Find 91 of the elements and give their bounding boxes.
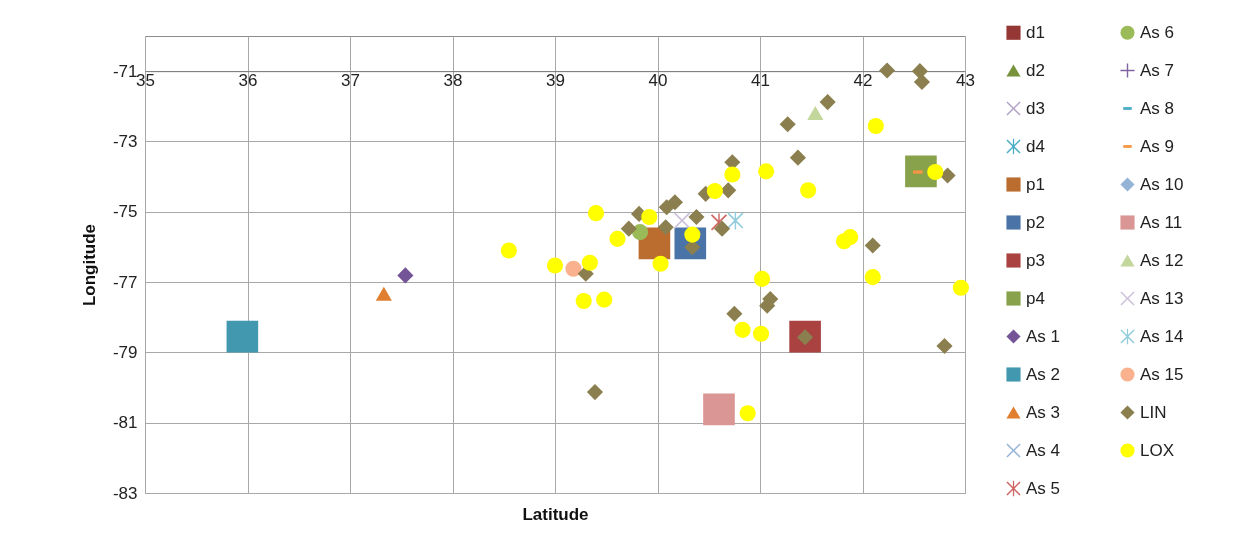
point	[807, 106, 824, 120]
point	[226, 320, 259, 353]
point	[596, 291, 613, 308]
point	[688, 208, 705, 226]
point	[586, 384, 604, 401]
x-tick-label: 36	[238, 70, 258, 90]
x-axis-title: Latitude	[522, 504, 589, 524]
legend-label: As 8	[1140, 98, 1175, 118]
point	[500, 242, 517, 259]
point	[706, 182, 723, 200]
legend-label: As 10	[1140, 174, 1184, 194]
x-tick-label: 41	[751, 70, 770, 90]
x-tick-label: 37	[341, 70, 360, 90]
point	[575, 293, 592, 310]
legend-label: p3	[1026, 250, 1045, 270]
point	[911, 63, 928, 80]
point	[879, 62, 896, 79]
legend-label: As 5	[1026, 478, 1061, 498]
legend-label: As 1	[1026, 326, 1061, 346]
legend-label: d3	[1026, 98, 1045, 118]
legend-label: As 4	[1026, 440, 1061, 460]
point	[939, 167, 956, 184]
point	[753, 270, 771, 287]
point	[789, 149, 806, 166]
legend-label: As 6	[1140, 22, 1175, 42]
legend-label: d2	[1026, 60, 1045, 80]
legend-label: p4	[1026, 288, 1045, 308]
y-tick-label: -79	[112, 342, 138, 362]
point	[657, 219, 674, 236]
point	[714, 220, 731, 237]
point	[632, 224, 649, 241]
y-tick-label: -77	[112, 272, 138, 292]
y-tick-label: -75	[112, 202, 138, 222]
point	[703, 393, 735, 426]
point	[752, 325, 770, 342]
x-tick-label: 40	[648, 70, 668, 90]
legend-label: LOX	[1140, 440, 1175, 460]
point	[842, 229, 859, 246]
point	[726, 305, 743, 322]
y-axis-title: Longitude	[79, 223, 99, 307]
legend-label: p1	[1026, 174, 1045, 194]
y-tick-label: -81	[112, 413, 138, 433]
legend-label: LIN	[1140, 402, 1167, 422]
point	[779, 116, 796, 133]
legend-label: As 14	[1140, 326, 1184, 346]
y-tick-label: -83	[112, 483, 138, 503]
point	[581, 254, 598, 271]
point	[684, 226, 701, 243]
x-tick-label: 38	[443, 70, 463, 90]
point	[927, 164, 944, 181]
legend-label: As 13	[1140, 288, 1184, 308]
x-tick-label: 39	[546, 70, 565, 90]
y-tick-label: -71	[112, 61, 138, 81]
point	[546, 257, 564, 274]
legend-label: As 3	[1026, 402, 1061, 422]
point	[734, 321, 751, 338]
x-tick-label: 42	[853, 70, 873, 90]
x-tick-label: 35	[136, 70, 155, 90]
point	[720, 182, 737, 199]
point	[867, 117, 884, 135]
point	[819, 94, 836, 111]
point	[864, 269, 881, 286]
point	[952, 279, 969, 296]
legend-label: As 2	[1026, 364, 1061, 384]
y-tick-label: -73	[112, 131, 138, 151]
legend-label: d4	[1026, 136, 1045, 156]
legend-label: As 7	[1140, 60, 1175, 80]
legend-label: As 9	[1140, 136, 1175, 156]
point	[739, 405, 756, 422]
point	[620, 220, 637, 237]
point	[565, 260, 582, 277]
point	[658, 199, 675, 216]
point	[758, 163, 775, 180]
point	[641, 209, 658, 226]
legend-label: As 12	[1140, 250, 1184, 270]
point	[375, 286, 392, 301]
point	[724, 166, 741, 183]
point	[397, 267, 414, 284]
legend-label: d1	[1026, 22, 1045, 42]
point	[864, 237, 881, 254]
legend-label: p2	[1026, 212, 1045, 232]
point	[727, 211, 744, 230]
point	[587, 205, 605, 222]
point	[652, 255, 669, 272]
point	[936, 337, 953, 355]
point	[800, 182, 817, 199]
legend-label: As 11	[1140, 212, 1183, 232]
point	[913, 73, 931, 91]
point	[609, 230, 626, 247]
legend-label: As 15	[1140, 364, 1184, 384]
x-tick-label: 43	[956, 70, 975, 90]
